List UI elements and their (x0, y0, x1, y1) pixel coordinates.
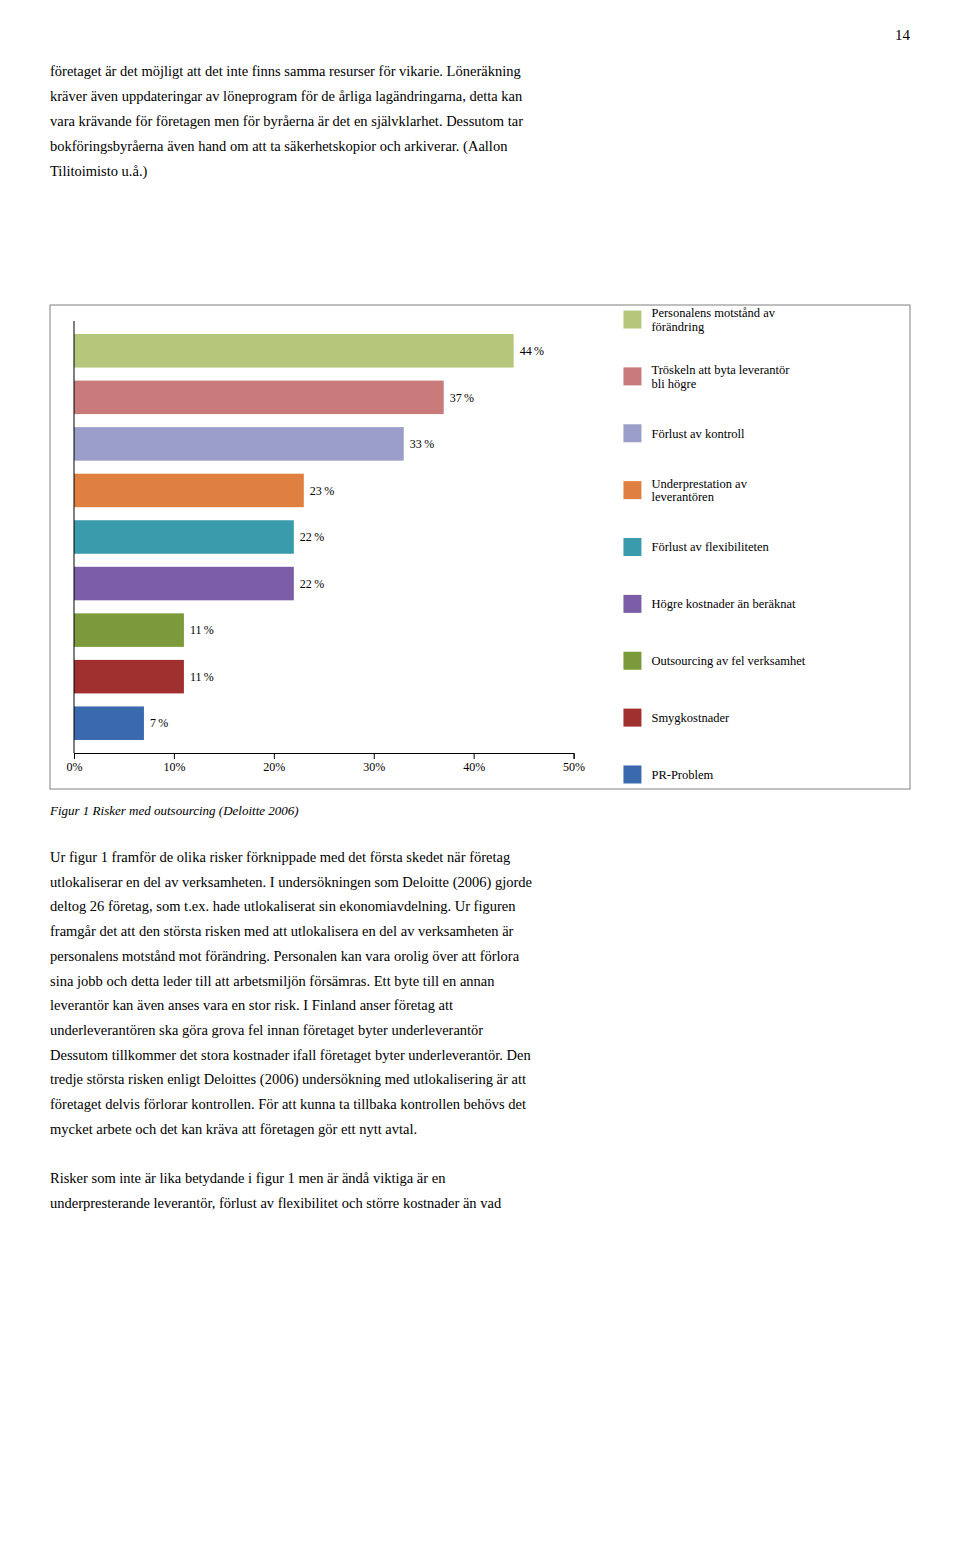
legend-item: Förlust av kontroll (623, 424, 745, 442)
data-label: 23 % (310, 484, 334, 498)
body-text-line: deltog 26 företag, som t.ex. hade utloka… (50, 898, 516, 914)
x-tick: 40% (463, 753, 485, 774)
bottom-text: Ur figur 1 framför de olika risker förkn… (50, 849, 532, 1211)
body-text-line: tredje största risken enligt Deloittes (… (50, 1071, 526, 1088)
legend-item: Förlust av flexibiliteten (623, 538, 769, 556)
body-text-line: Risker som inte är lika betydande i figu… (50, 1170, 446, 1186)
legend-item: PR-Problem (623, 765, 713, 783)
chart-frame (50, 305, 910, 789)
top-text: företaget är det möjligt att det inte fi… (50, 63, 523, 180)
legend-label: Högre kostnader än beräknat (651, 597, 796, 611)
legend-label: PR-Problem (651, 768, 713, 782)
body-text-line: kräver även uppdateringar av löneprogram… (50, 88, 523, 104)
x-axis: 0% 10% 20% 30% 40% 50% (67, 753, 586, 774)
legend-swatch (623, 538, 641, 556)
body-text-line: personalens motstånd mot förändring. Per… (50, 948, 520, 964)
body-text-line: mycket arbete och det kan kräva att före… (50, 1121, 417, 1137)
x-tick: 10% (163, 753, 185, 774)
body-text-line: leverantör kan även anses vara en stor r… (50, 997, 453, 1013)
tick-mark (274, 753, 275, 759)
body-text-line: utlokaliserar en del av verksamheten. I … (50, 874, 532, 891)
body-text-line: underleverantören ska göra grova fel inn… (50, 1022, 483, 1038)
legend-label: Tröskeln att byta leverantörbli högre (651, 363, 790, 391)
bar (74, 613, 184, 647)
legend-swatch (623, 424, 641, 442)
legend-swatch (623, 652, 641, 670)
bars (74, 334, 514, 740)
tick-mark (574, 753, 575, 759)
x-axis-line (75, 754, 575, 760)
x-tick: 30% (363, 753, 385, 774)
legend-swatch (623, 765, 641, 783)
data-labels: 44 % 37 % 33 % 23 % 22 % 22 % 11 % 11 % 7 % (150, 344, 544, 730)
bar (74, 520, 294, 554)
legend-label: Outsourcing av fel verksamhet (651, 654, 805, 668)
legend-item: Outsourcing av fel verksamhet (623, 652, 805, 670)
body-text-line: Ur figur 1 framför de olika risker förkn… (50, 849, 510, 865)
bar (74, 660, 184, 694)
legend-swatch (623, 311, 641, 329)
page-number: 14 (895, 27, 911, 43)
body-text-line: Tilitoimisto u.å.) (50, 163, 148, 180)
tick-mark (174, 753, 175, 759)
page: 14 företaget är det möjligt att det inte … (0, 0, 960, 1562)
body-text-line: företaget delvis förlorar kontrollen. Fö… (50, 1096, 526, 1112)
body-text-line: sina jobb och detta leder till att arbet… (50, 973, 495, 989)
legend-label: Förlust av flexibiliteten (651, 540, 769, 554)
tick-mark (74, 753, 75, 759)
legend-swatch (623, 367, 641, 385)
data-label: 22 % (300, 577, 324, 591)
x-tick: 50% (563, 753, 585, 774)
body-text-line: företaget är det möjligt att det inte fi… (50, 63, 521, 79)
body-text-line: framgår det att den största risken med a… (50, 923, 514, 939)
legend-label: Smygkostnader (651, 711, 730, 725)
legend-item: Högre kostnader än beräknat (623, 595, 796, 613)
tick-label: 10% (163, 760, 185, 774)
legend: Personalens motstånd avförändring Tröskel… (623, 306, 805, 783)
data-label: 11 % (190, 623, 214, 637)
legend-item: Personalens motstånd avförändring (623, 306, 775, 334)
body-text-line: underpresterande leverantör, förlust av … (50, 1195, 502, 1211)
legend-label: Förlust av kontroll (651, 427, 745, 441)
data-label: 37 % (450, 391, 474, 405)
tick-mark (474, 753, 475, 759)
data-label: 44 % (520, 344, 544, 358)
tick-label: 30% (363, 760, 385, 774)
tick-label: 50% (563, 760, 585, 774)
legend-label: Underprestation avleverantören (651, 477, 747, 505)
body-text-line: vara krävande för företagen men för byrå… (50, 113, 523, 129)
y-axis-line (74, 321, 75, 753)
x-tick: 20% (263, 753, 285, 774)
legend-swatch (623, 481, 641, 499)
legend-swatch (623, 709, 641, 727)
bar (74, 427, 404, 461)
legend-item: Smygkostnader (623, 709, 730, 727)
data-label: 33 % (410, 437, 434, 451)
tick-mark (374, 753, 375, 759)
tick-label: 40% (463, 760, 485, 774)
data-label: 7 % (150, 716, 168, 730)
body-text-line: bokföringsbyråerna även hand om att ta s… (50, 138, 508, 155)
bar (74, 334, 514, 368)
legend-item: Tröskeln att byta leverantörbli högre (623, 363, 790, 391)
data-label: 22 % (300, 530, 324, 544)
plot: 44 % 37 % 33 % 23 % 22 % 22 % 11 % 11 % 7 % 0% 10%… (67, 321, 586, 774)
legend-item: Underprestation avleverantören (623, 477, 747, 505)
bar (74, 567, 294, 601)
x-tick: 0% (67, 753, 83, 774)
legend-swatch (623, 595, 641, 613)
tick-label: 0% (67, 760, 83, 774)
body-text-line: Dessutom tillkommer det stora kostnader … (50, 1047, 532, 1063)
caption: Figur 1 Risker med outsourcing (Deloitte… (49, 803, 299, 818)
tick-label: 20% (263, 760, 285, 774)
bar (74, 474, 304, 508)
legend-label: Personalens motstånd avförändring (651, 306, 775, 334)
bar (74, 706, 144, 740)
bar (74, 381, 444, 415)
data-label: 11 % (190, 670, 214, 684)
